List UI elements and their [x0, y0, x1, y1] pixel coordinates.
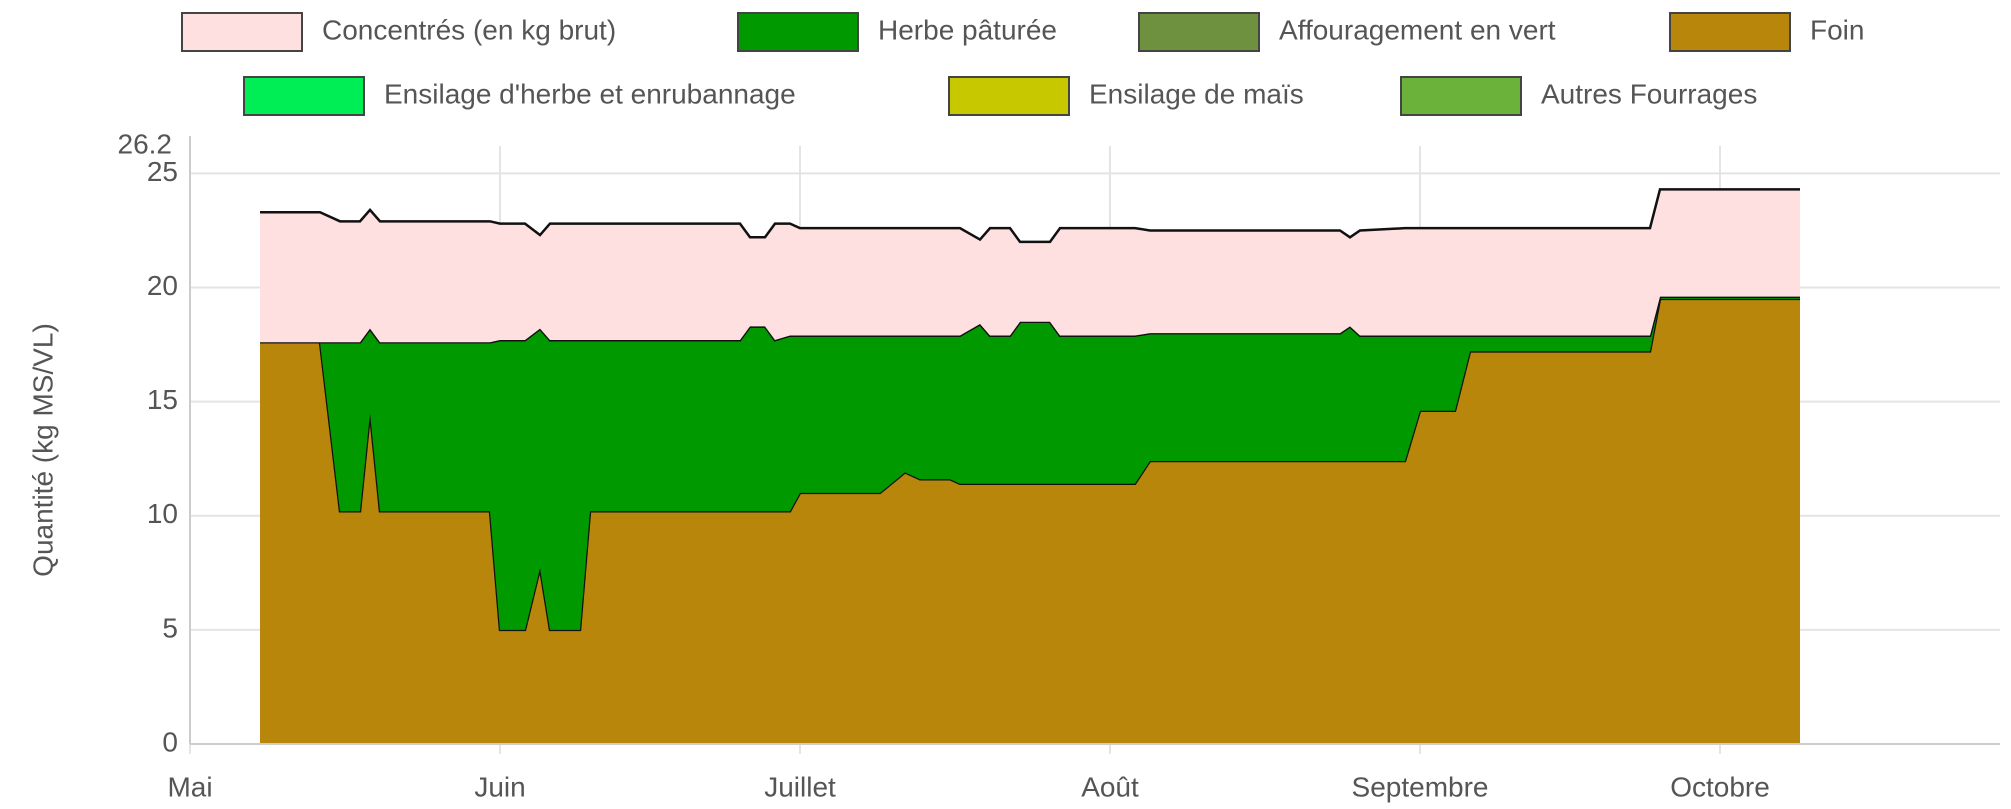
- legend-label: Affouragement en vert: [1279, 14, 1556, 45]
- legend-label: Herbe pâturée: [878, 14, 1057, 45]
- series-area: [260, 298, 1800, 744]
- x-tick-label: Juillet: [764, 771, 836, 802]
- legend-swatch: [1400, 76, 1522, 116]
- x-tick-label: Mai: [167, 771, 212, 802]
- y-tick-label: 26.2: [118, 128, 173, 159]
- legend-label: Ensilage d'herbe et enrubannage: [384, 78, 796, 109]
- legend-swatch: [243, 76, 365, 116]
- legend-label: Foin: [1810, 14, 1864, 45]
- series-line: [260, 188, 1800, 244]
- legend-swatch: [1669, 12, 1791, 52]
- legend-swatch: [181, 12, 303, 52]
- y-tick-label: 0: [162, 726, 178, 757]
- legend-label: Concentrés (en kg brut): [322, 14, 616, 45]
- y-tick-label: 10: [147, 498, 178, 529]
- y-tick-label: 20: [147, 270, 178, 301]
- x-tick-label: Juin: [474, 771, 525, 802]
- x-tick-label: Octobre: [1670, 771, 1770, 802]
- legend-label: Autres Fourrages: [1541, 78, 1757, 109]
- legend-swatch: [737, 12, 859, 52]
- x-tick-label: Août: [1081, 771, 1139, 802]
- x-tick-label: Septembre: [1352, 771, 1489, 802]
- legend-swatch: [1138, 12, 1260, 52]
- legend-swatch: [948, 76, 1070, 116]
- series-area: [260, 189, 1800, 343]
- y-axis-title: Quantité (kg MS/VL): [27, 323, 58, 577]
- series-area: [260, 296, 1800, 630]
- y-tick-label: 5: [162, 612, 178, 643]
- y-tick-label: 25: [147, 156, 178, 187]
- legend-label: Ensilage de maïs: [1089, 78, 1304, 109]
- y-tick-label: 15: [147, 384, 178, 415]
